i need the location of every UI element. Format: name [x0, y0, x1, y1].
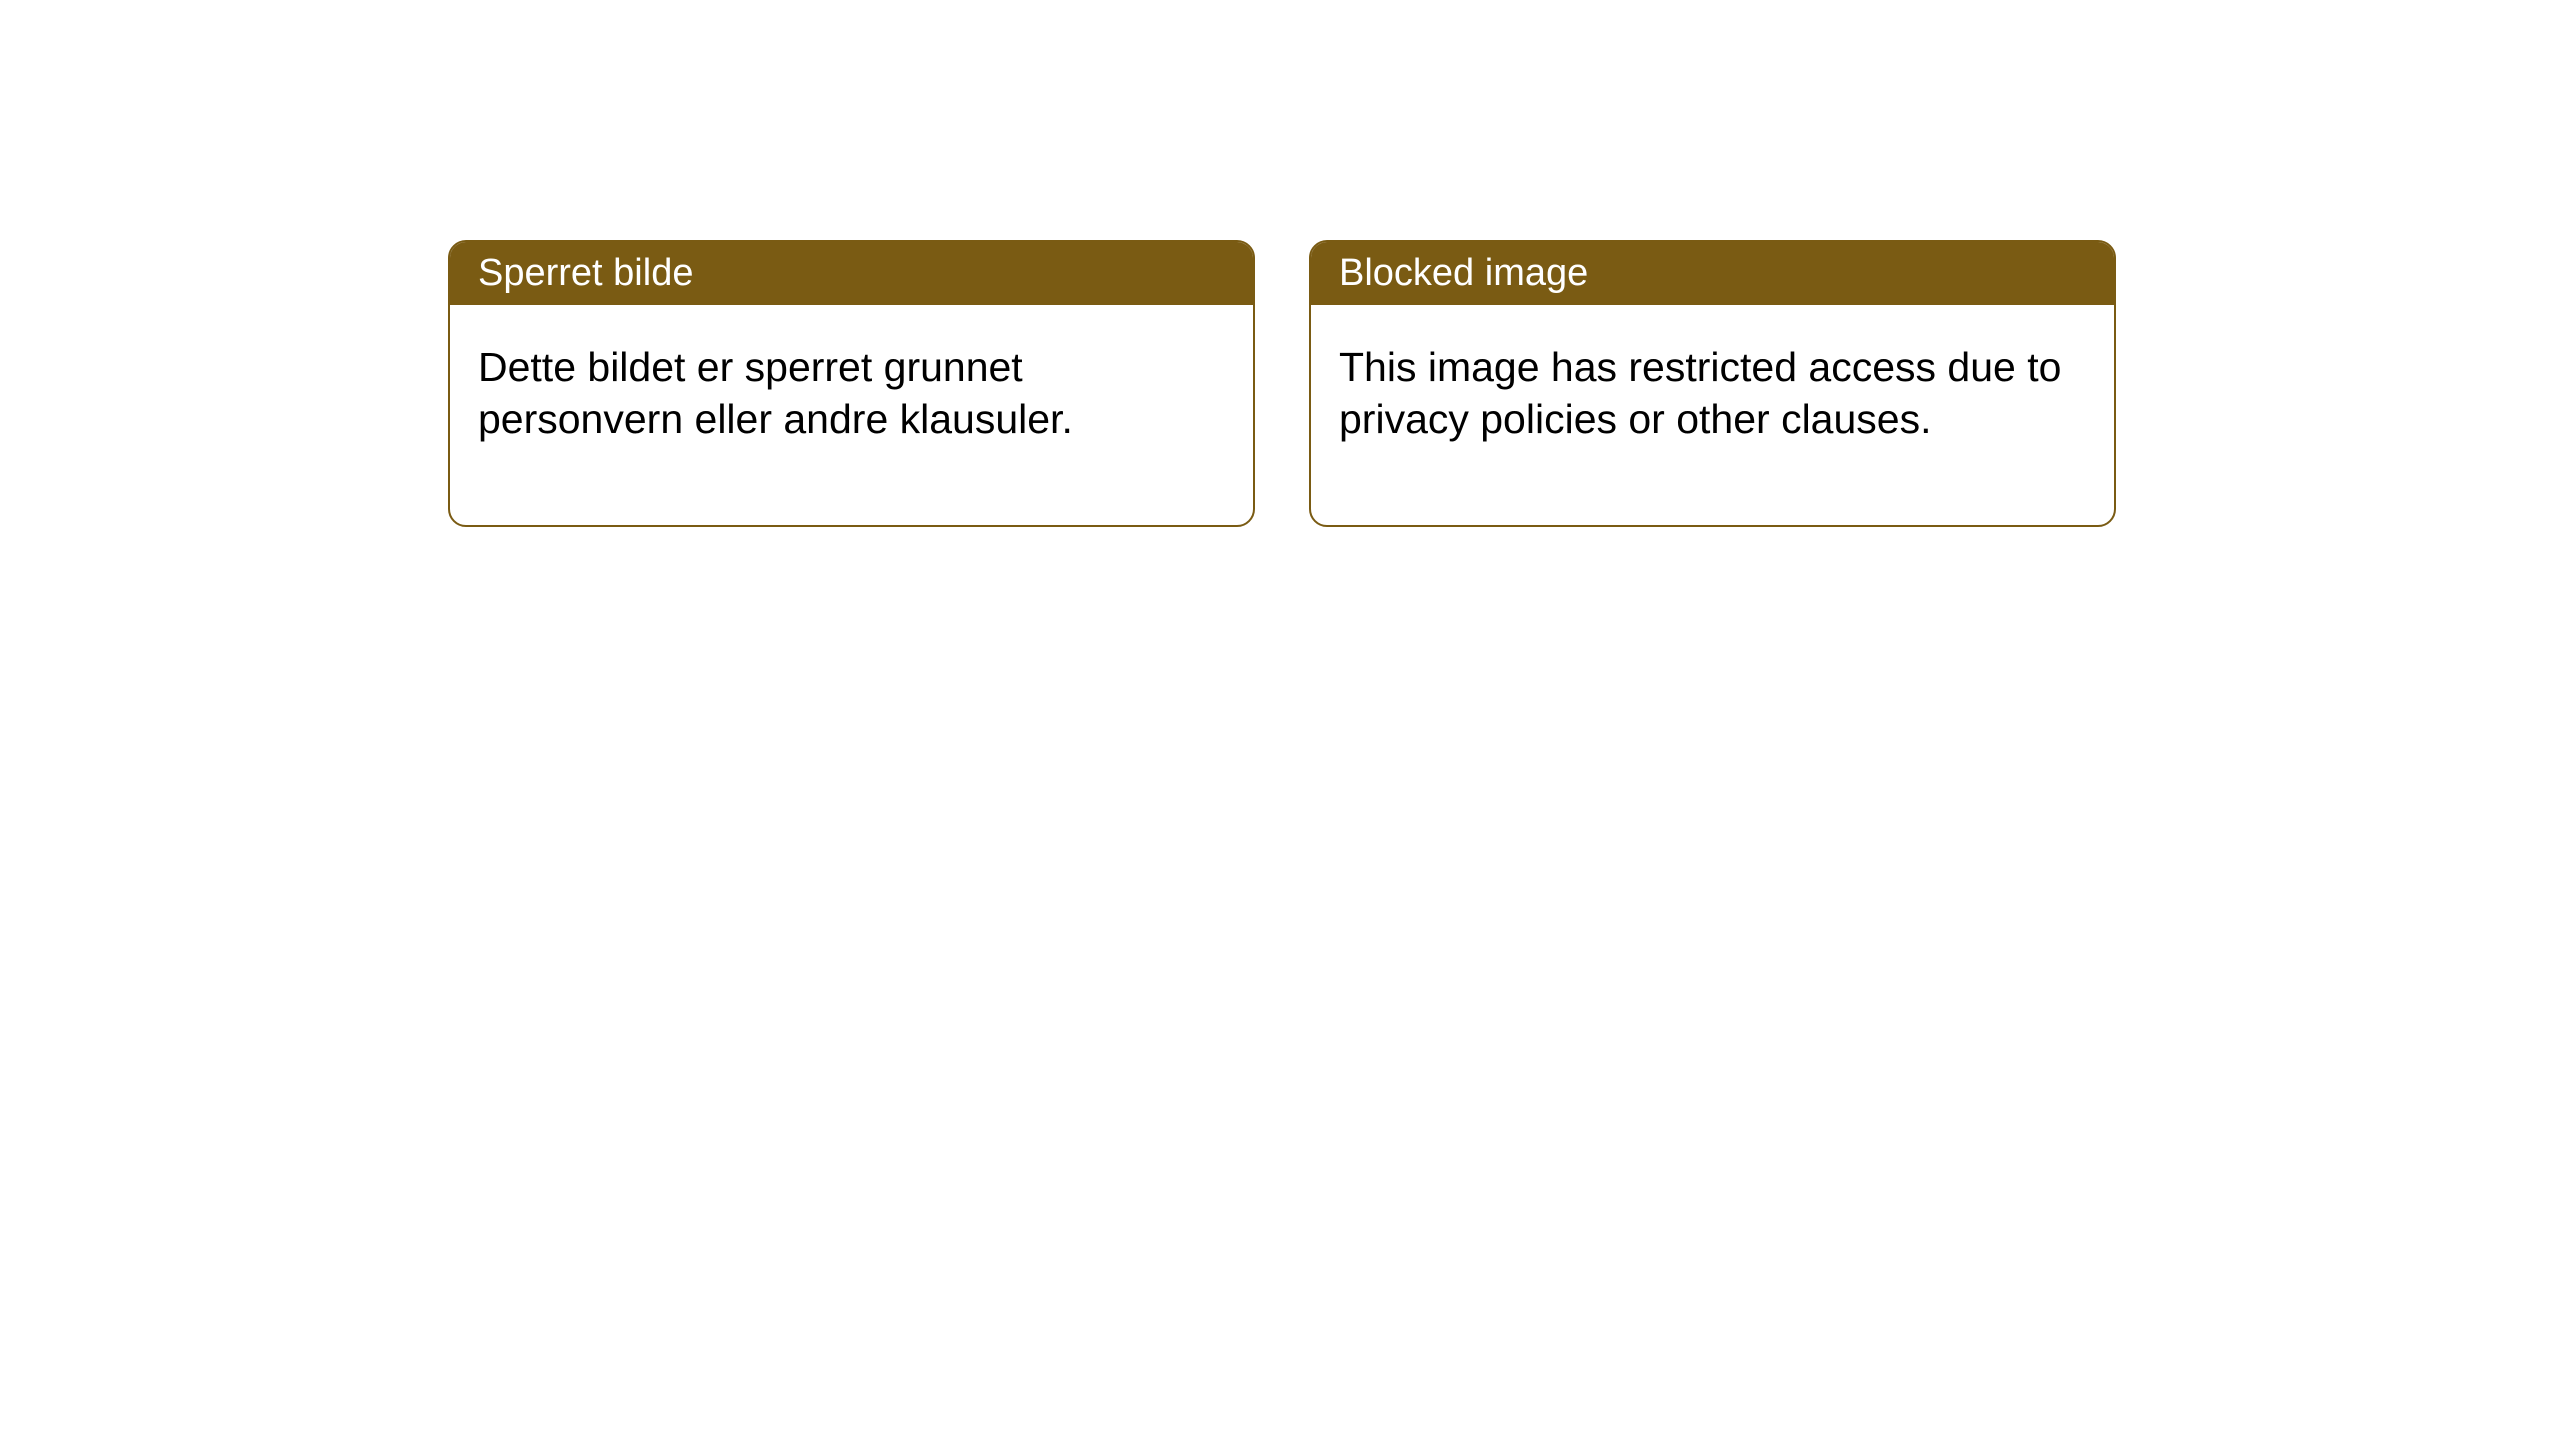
notice-card-norwegian: Sperret bilde Dette bildet er sperret gr…: [448, 240, 1255, 527]
notice-container: Sperret bilde Dette bildet er sperret gr…: [448, 240, 2116, 527]
notice-body-norwegian: Dette bildet er sperret grunnet personve…: [450, 305, 1253, 525]
notice-card-english: Blocked image This image has restricted …: [1309, 240, 2116, 527]
notice-body-english: This image has restricted access due to …: [1311, 305, 2114, 525]
notice-header-english: Blocked image: [1311, 242, 2114, 305]
notice-header-norwegian: Sperret bilde: [450, 242, 1253, 305]
